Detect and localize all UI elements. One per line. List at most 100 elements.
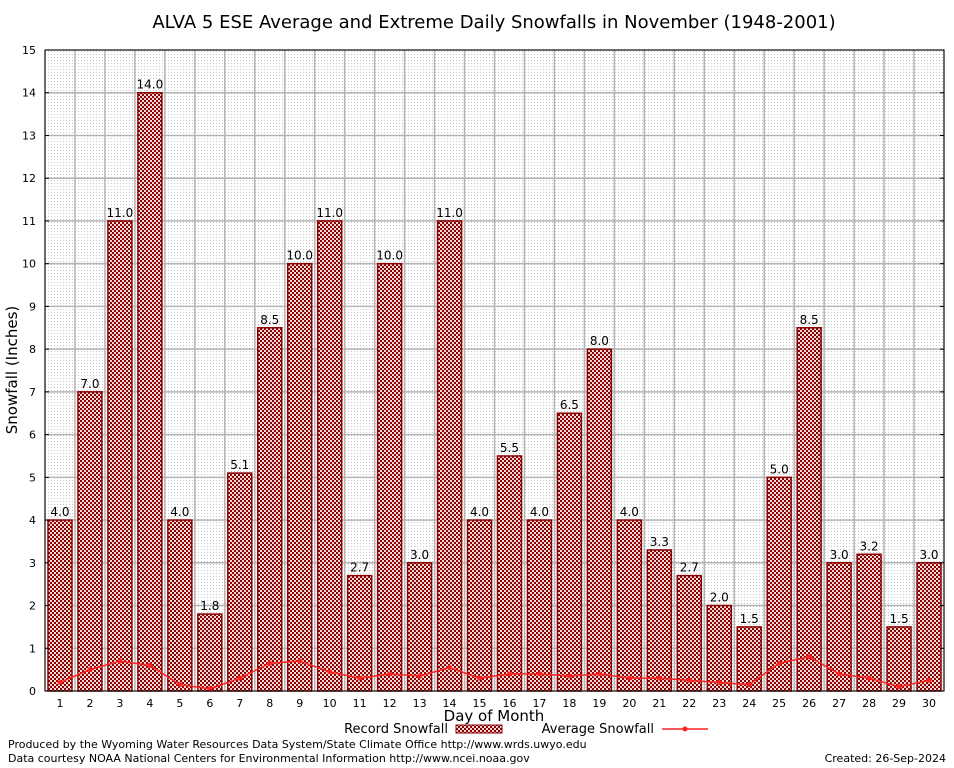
x-tick-label-6: 6 [206,697,213,710]
x-tick-label-19: 19 [592,697,606,710]
average-point-day-17 [536,671,542,677]
x-tick-label-15: 15 [473,697,487,710]
bar-label-day-28: 3.2 [860,539,879,553]
bar-label-day-7: 5.1 [230,458,249,472]
legend: Record Snowfall Average Snowfall [344,722,708,737]
x-tick-label-9: 9 [296,697,303,710]
bar-label-day-17: 4.0 [530,505,549,519]
bar-label-day-15: 4.0 [470,505,489,519]
y-tick-label-1: 1 [29,642,36,655]
bar-day-12 [376,262,403,692]
average-point-day-8 [267,660,273,666]
y-tick-label-11: 11 [22,215,36,228]
average-point-day-6 [207,686,213,692]
bar-day-17 [526,519,553,692]
x-tick-label-4: 4 [146,697,153,710]
average-point-day-5 [177,682,183,688]
y-tick-label-13: 13 [22,129,36,142]
y-tick-label-5: 5 [29,471,36,484]
bar-day-15 [466,519,493,692]
bar-label-day-19: 8.0 [590,334,609,348]
y-tick-label-4: 4 [29,514,36,527]
average-point-day-4 [147,662,153,668]
average-point-day-16 [506,671,512,677]
average-point-day-27 [836,671,842,677]
plot-frame [44,49,945,692]
bar-day-2 [77,391,103,692]
average-point-day-24 [746,682,752,688]
average-point-day-7 [237,675,243,681]
x-tick-label-26: 26 [802,697,816,710]
x-tick-label-23: 23 [712,697,726,710]
bar-label-day-20: 4.0 [620,505,639,519]
snowfall-chart: ALVA 5 ESE Average and Extreme Daily Sno… [3,12,945,737]
x-tick-label-17: 17 [532,697,546,710]
y-tick-label-15: 15 [22,44,36,57]
x-tick-label-27: 27 [832,697,846,710]
credit-wrds: Produced by the Wyoming Water Resources … [8,738,587,751]
bar-day-3 [107,220,133,692]
x-tick-label-12: 12 [383,697,397,710]
bar-day-22 [676,574,703,692]
y-tick-label-6: 6 [29,429,36,442]
x-tick-label-13: 13 [413,697,427,710]
bar-label-day-25: 5.0 [770,462,789,476]
x-axis-label: Day of Month [444,707,545,725]
legend-marker-average [682,726,688,732]
x-tick-label-3: 3 [116,697,123,710]
average-point-day-9 [297,658,303,664]
y-tick-label-8: 8 [29,343,36,356]
bar-day-30 [916,562,942,692]
bar-label-day-12: 10.0 [376,249,403,263]
x-tick-label-1: 1 [56,697,63,710]
bar-day-6 [197,613,223,692]
bar-day-16 [496,455,523,692]
bar-label-day-8: 8.5 [260,313,279,327]
bar-label-day-10: 11.0 [316,206,343,220]
created-date: Created: 26-Sep-2024 [824,752,946,765]
x-tick-label-10: 10 [323,697,337,710]
x-tick-label-21: 21 [652,697,666,710]
bar-label-day-13: 3.0 [410,548,429,562]
x-tick-label-16: 16 [502,697,516,710]
bar-day-9 [286,262,313,692]
bar-day-24 [736,626,762,692]
bar-day-10 [316,220,343,692]
bar-day-28 [856,553,882,692]
bar-label-day-29: 1.5 [890,612,909,626]
bar-day-23 [706,604,732,692]
y-axis-label: Snowfall (Inches) [3,306,21,434]
average-line-group [57,654,932,692]
average-point-day-28 [866,675,872,681]
bar-day-25 [766,476,792,692]
average-point-day-25 [776,660,782,666]
average-point-day-14 [447,664,453,670]
bar-labels-group: 4.0 7.0 11.0 14.0 4.0 1.8 5.1 8.5 10.0 11.0 2.7 10.… [50,78,938,626]
average-snowfall-line [59,656,930,690]
y-tick-label-14: 14 [22,87,36,100]
bar-day-11 [346,574,373,692]
bar-day-8 [257,327,283,692]
bar-day-29 [886,626,912,692]
bar-label-day-22: 2.7 [680,561,699,575]
average-point-day-1 [57,679,63,685]
average-point-day-22 [686,677,692,683]
bar-day-21 [646,549,673,692]
average-point-day-30 [926,677,932,683]
bar-label-day-11: 2.7 [350,561,369,575]
bar-label-day-30: 3.0 [919,548,938,562]
bars-group [47,91,942,692]
bar-day-4 [137,91,163,692]
y-tick-label-12: 12 [22,172,36,185]
x-tick-label-2: 2 [86,697,93,710]
y-tick-label-0: 0 [29,685,36,698]
x-tick-label-8: 8 [266,697,273,710]
bar-day-5 [167,519,193,692]
average-point-day-3 [117,658,123,664]
average-point-day-10 [327,669,333,675]
x-tick-label-24: 24 [742,697,756,710]
bar-label-day-6: 1.8 [200,599,219,613]
bar-label-day-4: 14.0 [137,78,164,92]
x-tick-label-28: 28 [862,697,876,710]
legend-label-record: Record Snowfall [344,722,448,737]
